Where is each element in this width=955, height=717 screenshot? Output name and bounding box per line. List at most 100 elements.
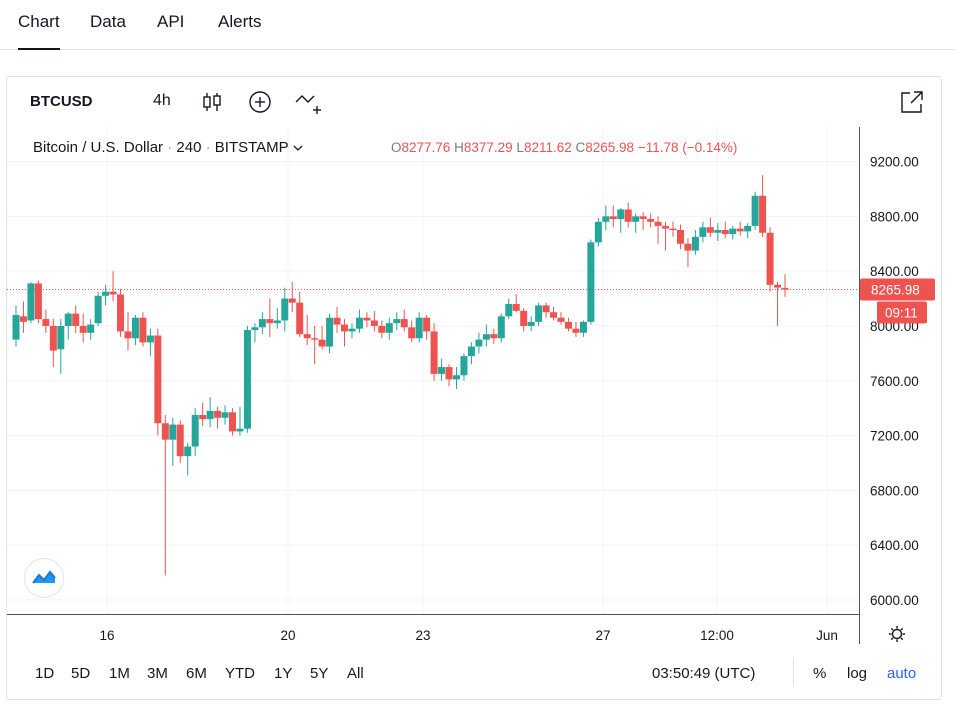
candle-body[interactable]	[214, 410, 222, 418]
tab-api[interactable]: API	[157, 12, 185, 31]
candle-body[interactable]	[445, 367, 453, 380]
candle-body[interactable]	[423, 317, 431, 332]
range-5d[interactable]: 5D	[71, 665, 91, 682]
candle-body[interactable]	[594, 221, 602, 243]
candle-body[interactable]	[236, 428, 244, 432]
candle-body[interactable]	[102, 291, 110, 296]
percent-toggle[interactable]: %	[813, 665, 827, 682]
range-1y[interactable]: 1Y	[274, 665, 293, 682]
log-toggle[interactable]: log	[847, 665, 868, 682]
candle-body[interactable]	[467, 346, 475, 357]
candle-body[interactable]	[535, 305, 543, 322]
candle-body[interactable]	[557, 317, 565, 322]
candle-body[interactable]	[736, 228, 744, 232]
candle-body[interactable]	[87, 324, 95, 333]
candle-body[interactable]	[326, 317, 334, 347]
candle-body[interactable]	[42, 319, 50, 326]
candle-body[interactable]	[766, 232, 774, 285]
candle-body[interactable]	[452, 375, 460, 380]
candle-body[interactable]	[221, 412, 229, 418]
interval-button[interactable]: 4h	[153, 92, 171, 109]
range-ytd[interactable]: YTD	[225, 665, 255, 682]
candle-body[interactable]	[572, 328, 580, 333]
candle-body[interactable]	[378, 325, 386, 333]
candle-body[interactable]	[550, 312, 558, 318]
candle-body[interactable]	[400, 319, 408, 328]
candle-body[interactable]	[460, 356, 468, 376]
candle-body[interactable]	[79, 325, 87, 333]
candle-body[interactable]	[146, 335, 154, 343]
candle-body[interactable]	[624, 209, 632, 222]
tab-data[interactable]: Data	[90, 12, 126, 31]
candle-body[interactable]	[602, 216, 610, 222]
candle-body[interactable]	[505, 304, 513, 317]
range-1d[interactable]: 1D	[35, 665, 55, 682]
candle-body[interactable]	[408, 327, 416, 339]
candle-body[interactable]	[564, 321, 572, 329]
candle-body[interactable]	[527, 321, 535, 326]
candle-body[interactable]	[318, 339, 326, 347]
candle-body[interactable]	[124, 331, 132, 339]
legend-symbol-name[interactable]: Bitcoin / U.S. Dollar	[33, 139, 164, 156]
candle-body[interactable]	[617, 209, 625, 220]
candle-body[interactable]	[154, 335, 162, 424]
candle-body[interactable]	[699, 227, 707, 237]
candle-body[interactable]	[206, 410, 214, 420]
candle-body[interactable]	[669, 228, 677, 231]
candle-body[interactable]	[34, 283, 42, 320]
candle-body[interactable]	[393, 319, 401, 324]
candle-body[interactable]	[94, 295, 102, 324]
candle-body[interactable]	[490, 334, 498, 339]
candle-body[interactable]	[639, 216, 647, 220]
candle-body[interactable]	[199, 415, 207, 420]
candle-body[interactable]	[191, 415, 199, 447]
candle-body[interactable]	[57, 325, 65, 350]
candle-body[interactable]	[385, 323, 393, 333]
candle-body[interactable]	[348, 328, 356, 332]
range-1m[interactable]: 1M	[109, 665, 130, 682]
candle-body[interactable]	[266, 319, 274, 324]
candle-body[interactable]	[774, 284, 782, 288]
utc-clock[interactable]: 03:50:49 (UTC)	[652, 665, 756, 682]
candle-body[interactable]	[27, 283, 35, 321]
candle-body[interactable]	[169, 424, 177, 440]
candle-body[interactable]	[729, 228, 737, 235]
range-5y[interactable]: 5Y	[310, 665, 329, 682]
candle-body[interactable]	[49, 325, 57, 351]
candle-body[interactable]	[751, 195, 759, 226]
range-6m[interactable]: 6M	[186, 665, 207, 682]
candle-body[interactable]	[333, 317, 341, 325]
candle-body[interactable]	[759, 195, 767, 233]
candle-body[interactable]	[497, 316, 505, 339]
auto-toggle[interactable]: auto	[887, 665, 917, 682]
candle-body[interactable]	[415, 317, 423, 339]
add-indicator-icon[interactable]	[245, 87, 275, 117]
candle-body[interactable]	[520, 310, 528, 326]
candle-body[interactable]	[370, 320, 378, 326]
candle-body[interactable]	[303, 334, 311, 339]
candle-body[interactable]	[684, 243, 692, 251]
fullscreen-icon[interactable]	[897, 87, 927, 117]
candle-body[interactable]	[341, 324, 349, 332]
candle-body[interactable]	[706, 227, 714, 233]
candle-body[interactable]	[512, 304, 520, 311]
candles-icon[interactable]	[197, 87, 227, 117]
candle-body[interactable]	[355, 317, 363, 329]
candle-body[interactable]	[139, 317, 147, 343]
candle-body[interactable]	[632, 216, 640, 222]
candle-body[interactable]	[161, 423, 169, 440]
candle-body[interactable]	[311, 338, 319, 340]
candle-body[interactable]	[109, 291, 117, 295]
range-3m[interactable]: 3M	[147, 665, 168, 682]
candle-body[interactable]	[281, 298, 289, 321]
candle-body[interactable]	[64, 313, 72, 326]
candle-body[interactable]	[430, 331, 438, 374]
candle-body[interactable]	[714, 230, 722, 233]
candle-body[interactable]	[542, 305, 550, 313]
candle-body[interactable]	[117, 294, 125, 332]
candle-body[interactable]	[647, 219, 655, 222]
tab-chart[interactable]: Chart	[18, 12, 60, 50]
candle-body[interactable]	[587, 242, 595, 322]
chart-canvas[interactable]: 9200.008800.008400.008000.007600.007200.…	[7, 77, 941, 652]
candle-body[interactable]	[662, 225, 670, 229]
